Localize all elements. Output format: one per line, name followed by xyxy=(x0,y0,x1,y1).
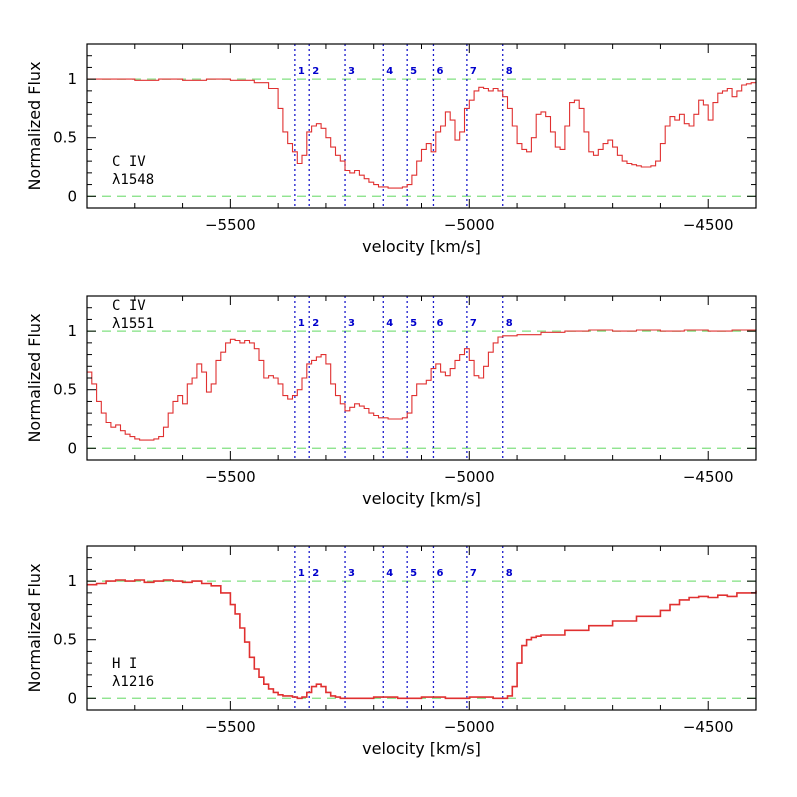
y-tick-label: 0 xyxy=(67,187,77,205)
y-axis-label: Normalized Flux xyxy=(25,563,44,692)
y-tick-label: 1 xyxy=(67,572,77,590)
flux-spectrum xyxy=(87,329,757,441)
component-label-7: 7 xyxy=(470,66,477,77)
component-label-6: 6 xyxy=(436,568,443,579)
x-tick-label: −5500 xyxy=(205,216,256,234)
component-label-2: 2 xyxy=(312,318,319,329)
x-tick-label: −5500 xyxy=(205,468,256,486)
ion-label: H I xyxy=(112,656,137,672)
component-label-8: 8 xyxy=(506,568,513,579)
x-axis-label: velocity [km/s] xyxy=(362,489,481,508)
transition-label: λ1216 xyxy=(112,674,154,690)
component-label-3: 3 xyxy=(348,568,355,579)
y-tick-label: 0 xyxy=(67,439,77,457)
plot-frame xyxy=(86,43,757,209)
y-tick-label: 0.5 xyxy=(53,129,77,147)
component-label-5: 5 xyxy=(410,318,417,329)
component-label-5: 5 xyxy=(410,568,417,579)
y-tick-label: 1 xyxy=(67,322,77,340)
y-tick-label: 0.5 xyxy=(53,381,77,399)
plot-frame xyxy=(86,295,757,461)
x-tick-label: −4500 xyxy=(683,718,734,736)
component-label-4: 4 xyxy=(386,318,393,329)
flux-spectrum xyxy=(87,579,757,700)
y-tick-label: 1 xyxy=(67,70,77,88)
component-label-8: 8 xyxy=(506,318,513,329)
component-label-5: 5 xyxy=(410,66,417,77)
component-label-8: 8 xyxy=(506,66,513,77)
transition-label: λ1551 xyxy=(112,316,154,332)
component-label-2: 2 xyxy=(312,568,319,579)
component-label-4: 4 xyxy=(386,66,393,77)
component-label-1: 1 xyxy=(298,568,305,579)
component-label-4: 4 xyxy=(386,568,393,579)
x-axis-label: velocity [km/s] xyxy=(362,237,481,256)
x-tick-label: −5500 xyxy=(205,718,256,736)
x-tick-label: −5000 xyxy=(444,468,495,486)
x-tick-label: −5000 xyxy=(444,718,495,736)
ion-label: C IV xyxy=(112,298,146,314)
x-tick-label: −4500 xyxy=(683,468,734,486)
component-label-3: 3 xyxy=(348,66,355,77)
y-tick-label: 0.5 xyxy=(53,631,77,649)
component-label-1: 1 xyxy=(298,66,305,77)
x-axis-label: velocity [km/s] xyxy=(362,739,481,758)
component-label-1: 1 xyxy=(298,318,305,329)
component-label-6: 6 xyxy=(436,318,443,329)
ion-label: C IV xyxy=(112,154,146,170)
y-axis-label: Normalized Flux xyxy=(25,61,44,190)
transition-label: λ1548 xyxy=(112,172,154,188)
component-label-7: 7 xyxy=(470,318,477,329)
x-tick-label: −5000 xyxy=(444,216,495,234)
component-label-6: 6 xyxy=(436,66,443,77)
flux-spectrum xyxy=(87,78,757,189)
component-label-2: 2 xyxy=(312,66,319,77)
component-label-3: 3 xyxy=(348,318,355,329)
component-label-7: 7 xyxy=(470,568,477,579)
y-tick-label: 0 xyxy=(67,689,77,707)
x-tick-label: −4500 xyxy=(683,216,734,234)
plot-frame xyxy=(86,545,757,711)
y-axis-label: Normalized Flux xyxy=(25,313,44,442)
